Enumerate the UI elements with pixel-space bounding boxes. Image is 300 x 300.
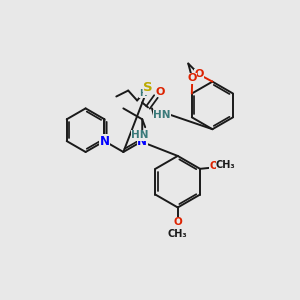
Text: HN: HN	[131, 130, 149, 140]
Text: CH₃: CH₃	[216, 160, 236, 170]
Text: O: O	[173, 217, 182, 227]
Text: HN: HN	[153, 110, 171, 120]
Text: H: H	[139, 89, 147, 98]
Text: CH₃: CH₃	[168, 229, 188, 239]
Text: O: O	[194, 69, 204, 80]
Text: N: N	[100, 135, 110, 148]
Text: N: N	[137, 135, 147, 148]
Text: O: O	[155, 86, 165, 97]
Text: O: O	[209, 161, 218, 171]
Text: O: O	[188, 74, 197, 83]
Text: S: S	[143, 81, 153, 94]
